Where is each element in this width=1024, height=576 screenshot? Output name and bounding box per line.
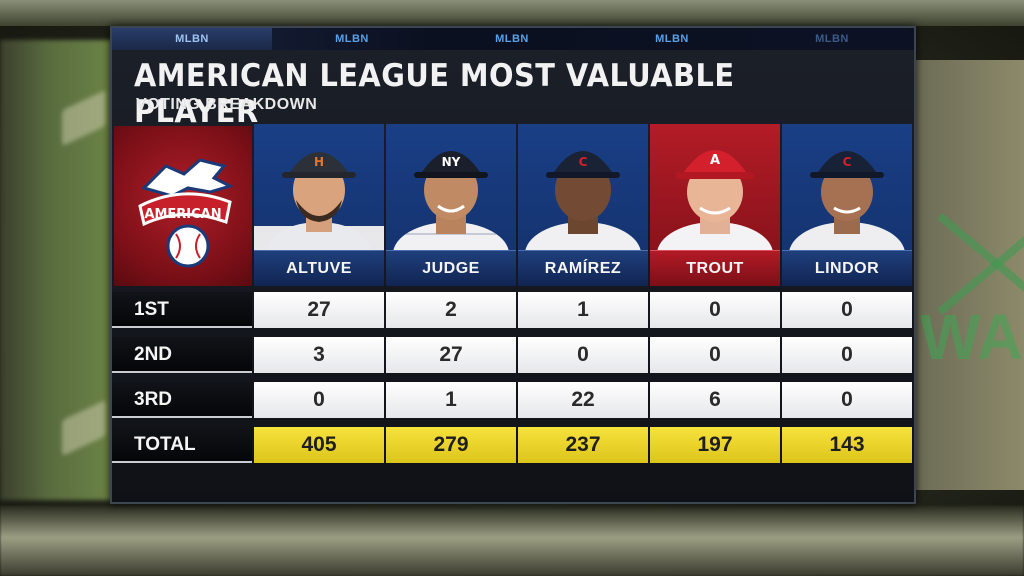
cap-logo: NY (442, 155, 461, 169)
row-label-1st: 1ST (112, 292, 252, 328)
american-league-logo-panel: AMERICAN (114, 126, 252, 286)
total-cell: 197 (650, 427, 780, 463)
vote-cell: 27 (386, 337, 516, 373)
player-photo-icon: NY (393, 151, 509, 250)
row-label-2nd: 2ND (112, 337, 252, 373)
vote-cell: 1 (518, 292, 648, 328)
vote-cell: 0 (782, 292, 912, 328)
player-name: ALTUVE (254, 250, 384, 286)
network-tab: MLBN (655, 33, 689, 45)
network-tab-strip: MLBN MLBN MLBN MLBN MLBN (112, 28, 914, 50)
vote-cell: 1 (386, 382, 516, 418)
vote-cell: 0 (782, 337, 912, 373)
total-cell: 237 (518, 427, 648, 463)
vote-cell: 2 (386, 292, 516, 328)
player-photo-icon: A (657, 150, 773, 250)
vote-cell: 22 (518, 382, 648, 418)
studio-background-top (0, 0, 1024, 26)
player-column-lindor: C LINDOR (782, 124, 912, 286)
player-column-judge: NY JUDGE (386, 124, 516, 286)
vote-cell: 0 (254, 382, 384, 418)
vote-cell: 6 (650, 382, 780, 418)
cap-logo: H (314, 155, 324, 169)
board-subtitle: VOTING BREAKDOWN (136, 96, 318, 113)
mvp-voting-board: MLBN MLBN MLBN MLBN MLBN AMERICAN LEAGUE… (110, 26, 916, 504)
logo-text: AMERICAN (144, 207, 221, 222)
player-photo-icon: C (525, 151, 641, 250)
player-column-altuve: H ALTUVE (254, 124, 384, 286)
vote-cell: 0 (650, 292, 780, 328)
vote-cell: 3 (254, 337, 384, 373)
player-photo-icon: H (254, 152, 384, 250)
vote-cell: 0 (650, 337, 780, 373)
player-name: JUDGE (386, 250, 516, 286)
network-tab: MLBN (495, 33, 529, 45)
player-name: RAMÍREZ (518, 250, 648, 286)
cap-logo: C (843, 155, 852, 169)
player-name: TROUT (650, 250, 780, 286)
studio-background-right: WA (912, 60, 1024, 490)
cap-logo: C (579, 155, 588, 169)
player-column-trout: A TROUT (650, 124, 780, 286)
cap-logo: A (710, 153, 720, 168)
network-tab: MLBN (112, 28, 272, 50)
player-name: LINDOR (782, 250, 912, 286)
row-label-total: TOTAL (112, 427, 252, 463)
studio-background-left (0, 40, 120, 500)
studio-background-bottom (0, 506, 1024, 576)
vote-cell: 27 (254, 292, 384, 328)
player-photo-icon: C (789, 151, 905, 250)
vote-cell: 0 (518, 337, 648, 373)
total-cell: 279 (386, 427, 516, 463)
background-signage-text: WA (920, 301, 1024, 373)
vote-cell: 0 (782, 382, 912, 418)
player-column-ramirez: C RAMÍREZ (518, 124, 648, 286)
board-title: AMERICAN LEAGUE MOST VALUABLE PLAYER (134, 58, 735, 130)
american-league-eagle-logo-icon: AMERICAN (138, 158, 235, 268)
total-cell: 405 (254, 427, 384, 463)
network-tab: MLBN (335, 33, 369, 45)
row-label-3rd: 3RD (112, 382, 252, 418)
network-tab: MLBN (815, 33, 849, 45)
total-cell: 143 (782, 427, 912, 463)
